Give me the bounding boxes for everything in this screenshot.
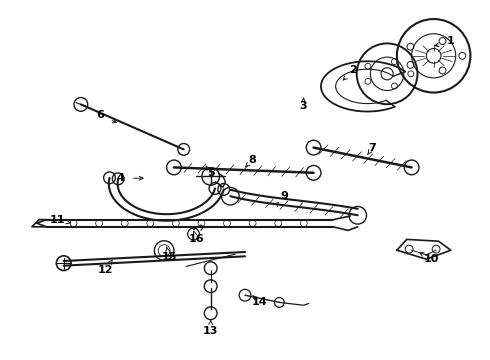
- Text: 11: 11: [50, 215, 66, 225]
- Text: 1: 1: [447, 36, 455, 46]
- Text: 4: 4: [116, 173, 124, 183]
- Text: 12: 12: [98, 265, 113, 275]
- Text: 6: 6: [97, 110, 104, 120]
- Text: 13: 13: [203, 326, 219, 336]
- Text: 9: 9: [280, 191, 288, 201]
- Text: 8: 8: [248, 155, 256, 165]
- Text: 5: 5: [207, 168, 215, 178]
- Text: 15: 15: [161, 252, 177, 262]
- Text: 14: 14: [252, 297, 268, 307]
- Text: 3: 3: [299, 101, 307, 111]
- Text: 10: 10: [423, 254, 439, 264]
- Text: 16: 16: [188, 234, 204, 244]
- Text: 2: 2: [349, 65, 357, 75]
- Text: 7: 7: [368, 143, 376, 153]
